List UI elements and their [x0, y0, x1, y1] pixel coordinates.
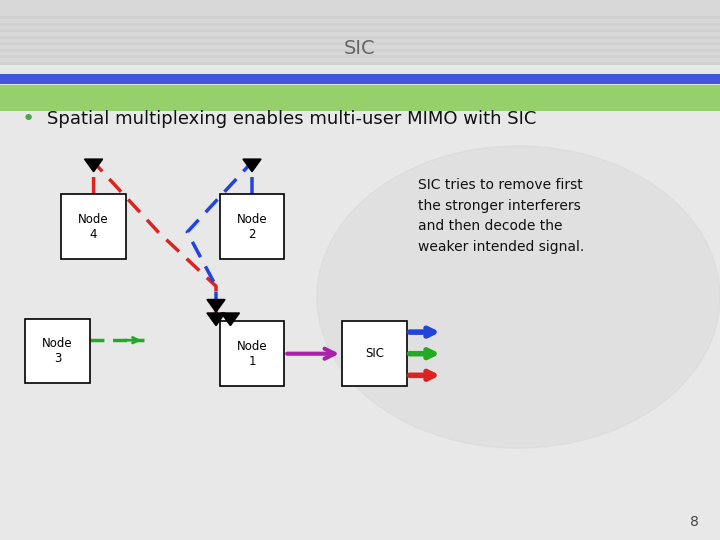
- Polygon shape: [221, 313, 240, 326]
- Text: •: •: [22, 109, 35, 129]
- Text: SIC tries to remove first
the stronger interferers
and then decode the
weaker in: SIC tries to remove first the stronger i…: [418, 178, 584, 254]
- Bar: [0, 55, 720, 58]
- FancyBboxPatch shape: [220, 194, 284, 259]
- Bar: [0, 62, 720, 65]
- Text: SIC: SIC: [344, 39, 376, 58]
- Polygon shape: [207, 313, 225, 326]
- FancyBboxPatch shape: [61, 194, 126, 259]
- Bar: [0, 23, 720, 26]
- Bar: [0, 36, 720, 39]
- Polygon shape: [84, 159, 103, 172]
- Text: 8: 8: [690, 515, 698, 529]
- Bar: [0, 74, 720, 84]
- Circle shape: [317, 146, 720, 448]
- Bar: [0, 16, 720, 19]
- Bar: [0, 42, 720, 45]
- Text: Spatial multiplexing enables multi-user MIMO with SIC: Spatial multiplexing enables multi-user …: [47, 110, 536, 128]
- Polygon shape: [207, 300, 225, 312]
- Bar: [0, 49, 720, 52]
- FancyBboxPatch shape: [342, 321, 407, 386]
- Text: Node
3: Node 3: [42, 337, 73, 365]
- Text: SIC: SIC: [365, 347, 384, 360]
- Text: Node
2: Node 2: [237, 213, 267, 241]
- Text: Node
1: Node 1: [237, 340, 267, 368]
- FancyBboxPatch shape: [25, 319, 90, 383]
- Text: Node
4: Node 4: [78, 213, 109, 241]
- Polygon shape: [243, 159, 261, 172]
- Bar: [0, 85, 720, 111]
- FancyBboxPatch shape: [220, 321, 284, 386]
- Bar: [0, 0, 720, 65]
- Bar: [0, 29, 720, 32]
